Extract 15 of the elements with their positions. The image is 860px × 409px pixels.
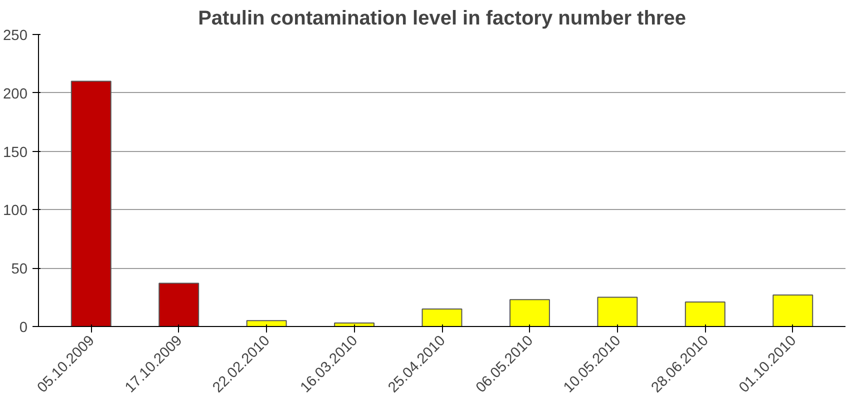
y-tick-label: 0 [19, 320, 28, 336]
bar [772, 294, 814, 326]
bar [684, 301, 726, 326]
chart-title: Patulin contamination level in factory number three [198, 8, 686, 30]
y-tick-label: 200 [3, 86, 28, 102]
bar [246, 320, 287, 326]
bar [597, 296, 638, 326]
bar [70, 80, 112, 326]
bar [158, 282, 200, 326]
y-tick-label: 150 [3, 144, 28, 161]
y-tick-label: 250 [3, 28, 28, 44]
bar [509, 299, 550, 326]
y-tick-label: 50 [11, 262, 28, 278]
bar [422, 308, 462, 326]
y-tick-label: 100 [3, 203, 28, 220]
